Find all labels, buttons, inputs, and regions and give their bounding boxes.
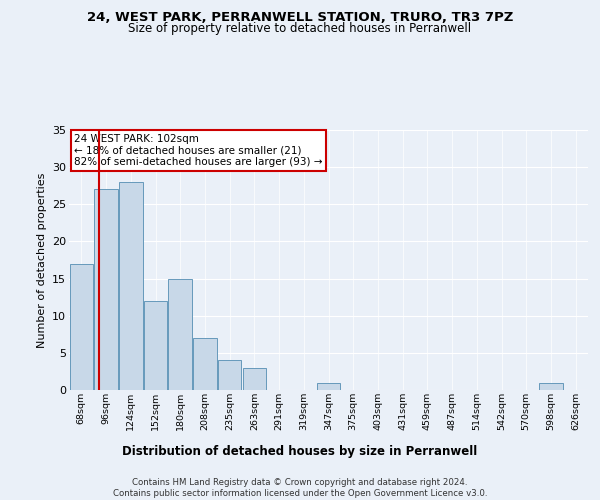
Text: Size of property relative to detached houses in Perranwell: Size of property relative to detached ho… <box>128 22 472 35</box>
Bar <box>317 382 340 390</box>
Bar <box>70 264 93 390</box>
Bar <box>218 360 241 390</box>
Text: 24, WEST PARK, PERRANWELL STATION, TRURO, TR3 7PZ: 24, WEST PARK, PERRANWELL STATION, TRURO… <box>87 11 513 24</box>
Y-axis label: Number of detached properties: Number of detached properties <box>37 172 47 348</box>
Text: 24 WEST PARK: 102sqm
← 18% of detached houses are smaller (21)
82% of semi-detac: 24 WEST PARK: 102sqm ← 18% of detached h… <box>74 134 323 167</box>
Bar <box>119 182 143 390</box>
Bar <box>169 278 192 390</box>
Bar <box>144 301 167 390</box>
Bar <box>242 368 266 390</box>
Bar <box>94 190 118 390</box>
Text: Distribution of detached houses by size in Perranwell: Distribution of detached houses by size … <box>122 444 478 458</box>
Bar <box>539 382 563 390</box>
Text: Contains HM Land Registry data © Crown copyright and database right 2024.
Contai: Contains HM Land Registry data © Crown c… <box>113 478 487 498</box>
Bar <box>193 338 217 390</box>
